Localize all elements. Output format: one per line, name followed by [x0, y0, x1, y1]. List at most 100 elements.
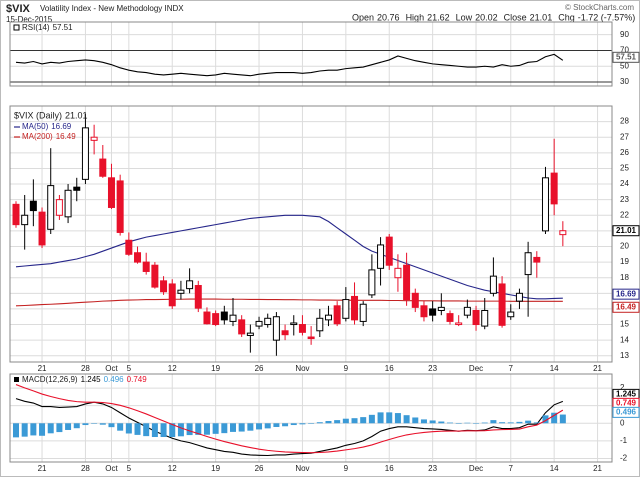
candle-body	[64, 189, 72, 218]
candle-body	[533, 256, 541, 263]
candle-body	[264, 317, 272, 326]
histogram-bar	[368, 414, 375, 424]
subtitle: Volatility Index - New Methodology INDX	[40, 4, 184, 13]
candle-body	[12, 203, 20, 226]
candle-body	[515, 292, 523, 302]
histogram-bar	[473, 423, 480, 424]
value-box	[612, 288, 640, 300]
y-tick-label: 27	[620, 132, 629, 141]
candle-body	[142, 261, 150, 272]
histogram-bar	[230, 423, 236, 432]
histogram-bar	[377, 412, 384, 424]
x-tick-label: 28	[81, 364, 90, 373]
x-tick-label: 23	[428, 464, 437, 473]
legend-value: 16.69	[51, 122, 72, 131]
candle-body	[220, 311, 228, 321]
panel-frame	[9, 373, 613, 463]
histogram-bar	[282, 423, 289, 427]
histogram-bar	[386, 412, 393, 424]
candle-body	[212, 313, 220, 326]
histogram-bar	[438, 421, 445, 424]
legend-swatch	[14, 377, 19, 382]
moving-average	[15, 214, 563, 300]
histogram-bar	[177, 423, 184, 437]
histogram-bar	[412, 417, 419, 424]
value-box	[612, 51, 640, 63]
candle-body	[151, 264, 159, 288]
histogram-bar	[108, 423, 115, 428]
histogram-bar	[13, 423, 19, 438]
x-tick-label: 21	[38, 364, 47, 373]
histogram-bar	[342, 418, 349, 424]
x-tick-label: 21	[593, 364, 602, 373]
candle-body	[316, 317, 324, 332]
histogram-bar	[169, 423, 176, 438]
panel-frame	[9, 21, 613, 87]
histogram-bar	[299, 423, 306, 425]
x-tick-label: Nov	[295, 364, 309, 373]
histogram-bar	[507, 422, 514, 424]
histogram-bar	[256, 423, 263, 430]
price-last: 21.01	[65, 110, 88, 120]
histogram-bar	[420, 419, 427, 424]
histogram-bar	[221, 423, 228, 434]
histogram-bar	[47, 423, 54, 434]
histogram-bar	[464, 422, 471, 424]
legend-label: MA(50)	[22, 122, 49, 131]
y-tick-label: 90	[620, 30, 629, 39]
histogram-bar	[325, 420, 332, 424]
candle-body	[281, 330, 289, 336]
candle-body	[238, 319, 246, 335]
x-tick-label: 26	[255, 364, 264, 373]
candle-body	[359, 303, 367, 322]
y-tick-label: 30	[620, 77, 629, 86]
histogram-bar	[247, 423, 254, 431]
candle-body	[351, 295, 359, 321]
candle-body	[194, 285, 202, 309]
candle-body	[385, 236, 393, 266]
x-tick-label: 14	[550, 464, 559, 473]
histogram-bar	[99, 423, 106, 425]
candle-body	[160, 280, 168, 293]
y-tick-label: 25	[620, 164, 629, 173]
candle-body	[420, 305, 428, 318]
histogram-bar	[91, 423, 98, 424]
y-tick-label: -2	[620, 454, 628, 463]
histogram-bar	[447, 422, 453, 424]
histogram-bar	[525, 420, 532, 424]
open-label: Open	[352, 12, 374, 22]
y-tick-label: 0	[620, 418, 625, 427]
close-label: Close	[504, 12, 527, 22]
x-tick-label: Dec	[469, 464, 483, 473]
y-tick-label: 15	[620, 320, 629, 329]
x-tick-label: 5	[127, 364, 132, 373]
candle-body	[429, 308, 437, 316]
legend-label: RSI(14)	[22, 23, 50, 32]
candle-body	[541, 177, 549, 232]
candle-body	[403, 264, 411, 301]
x-tick-label: 21	[38, 464, 47, 473]
candle-body	[298, 324, 306, 333]
series-line	[15, 384, 564, 454]
histogram-bar	[117, 423, 124, 431]
histogram-bar	[238, 423, 245, 432]
candle-body	[290, 322, 298, 326]
value-box-label: 16.49	[616, 302, 637, 311]
low-value: 20.02	[475, 12, 498, 22]
histogram-bar	[65, 423, 72, 430]
y-tick-label: 20	[620, 242, 629, 251]
histogram-bar	[203, 423, 210, 435]
series-line	[15, 53, 564, 77]
candle-body	[307, 336, 315, 340]
candle-body	[134, 252, 142, 263]
histogram-bar	[351, 418, 358, 424]
open-value: 20.76	[377, 12, 400, 22]
histogram-bar	[39, 423, 46, 436]
histogram-bar	[73, 423, 80, 429]
histogram-bar	[429, 420, 436, 424]
candle-body	[489, 275, 497, 294]
histogram-bar	[542, 415, 549, 424]
candle-body	[342, 299, 350, 319]
legend-label: MACD(12,26,9)	[22, 375, 78, 384]
